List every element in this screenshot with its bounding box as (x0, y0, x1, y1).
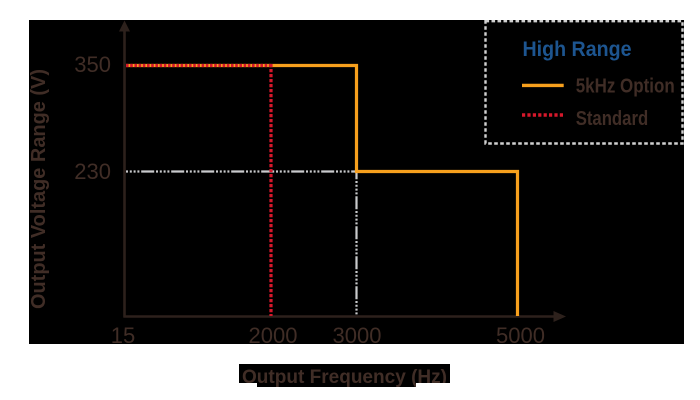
svg-text:230: 230 (74, 159, 111, 184)
svg-text:5kHz Option: 5kHz Option (576, 76, 675, 98)
svg-text:3000: 3000 (333, 323, 382, 348)
svg-text:15: 15 (111, 323, 135, 348)
svg-text:2000: 2000 (249, 323, 298, 348)
svg-text:Standard: Standard (576, 108, 649, 130)
svg-text:High Range: High Range (523, 38, 632, 61)
svg-text:Output Voltage Range (V): Output Voltage Range (V) (27, 69, 50, 309)
svg-text:350: 350 (74, 52, 111, 77)
svg-text:Output Frequency (Hz): Output Frequency (Hz) (242, 366, 447, 388)
svg-text:5000: 5000 (496, 323, 545, 348)
